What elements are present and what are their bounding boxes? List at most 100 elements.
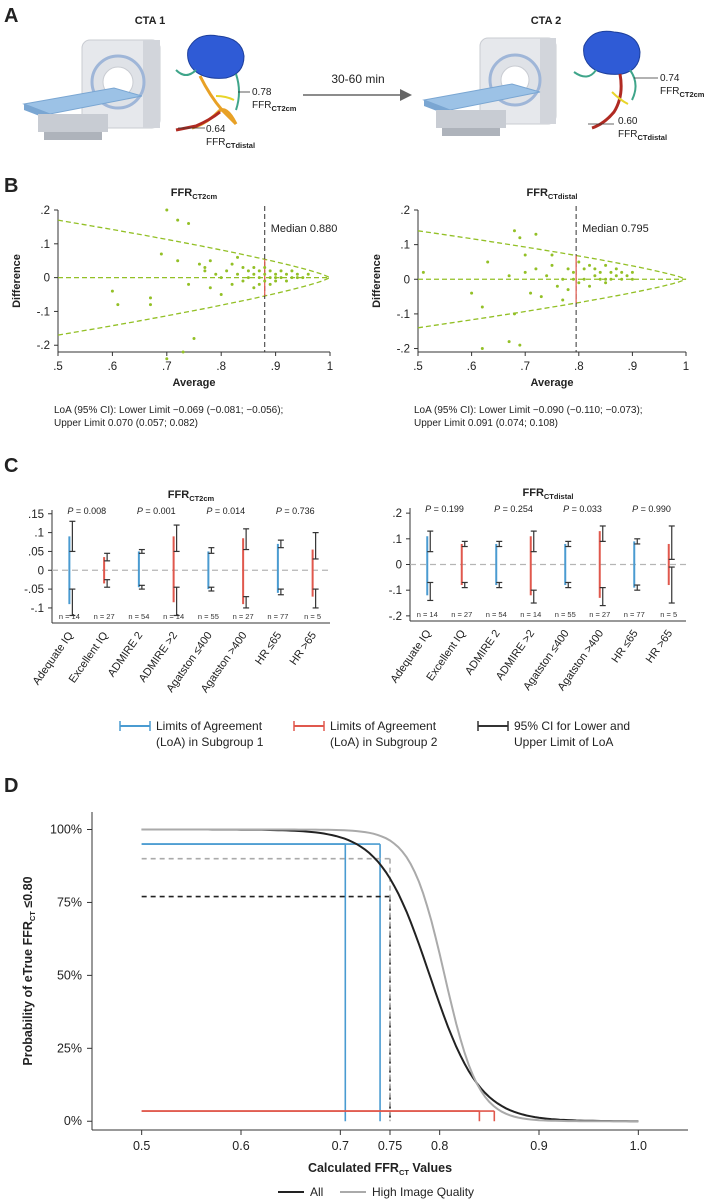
legend-subgroup1-line1: Limits of Agreement [156,719,263,733]
data-point [268,276,272,280]
data-point [534,267,538,271]
probability-curve-plot: 0% 25% 50% 75% 100% 0.5 0.6 0.7 0.75 0.8 0.9 1.0 Cal… [21,812,688,1177]
data-point [609,277,613,281]
y-tick-label: .1 [392,534,402,546]
y-axis-label: Difference [11,254,23,308]
p-value: = 0.008 [73,506,106,516]
p-value-label: P = 0.033 [563,504,602,514]
x-tick-label: 0.8 [431,1139,448,1153]
plot-title-sub: CTdistal [548,192,578,201]
y-tick-label: 0 [396,560,402,572]
data-point [208,286,212,290]
p-value: = 0.001 [143,506,176,516]
panel-a-letter: A [4,5,18,27]
data-point [561,298,565,302]
y-tick-label: 50% [57,968,82,982]
cta1-lab2: FFRCTdistal [206,137,255,150]
data-point [148,303,152,307]
loa-subgroup-plot-ffrct2cm: FFRCT2cm.15.1.050-.05-.1P = 0.008 P = 0.0… [24,489,330,695]
cta2-lab2: FFRCTdistal [618,129,667,142]
data-point [263,279,267,283]
data-point [550,253,554,257]
n-label: n = 54 [486,610,507,619]
x-tick-label: .9 [628,361,638,373]
data-point [512,312,516,316]
category-label: HR ≤65 [610,628,641,665]
data-point [214,272,218,276]
data-point [268,269,272,273]
data-point [295,272,299,276]
data-point [181,350,185,354]
data-point [582,277,586,281]
data-point [279,269,283,273]
y-tick-label: .1 [400,240,410,252]
cta2-val2: 0.60 [618,116,638,127]
n-label: n = 54 [128,612,149,621]
data-point [421,270,425,274]
y-tick-label: 75% [57,895,82,909]
data-point [630,277,634,281]
y-tick-label: -.1 [37,306,50,318]
n-label: n = 77 [267,612,288,621]
data-point [604,277,608,281]
cta2-val1: 0.74 [660,73,680,84]
data-point [593,274,597,278]
curve-high-image-quality [141,828,639,1123]
p-value: = 0.254 [500,504,533,514]
plot-title-sub: CT2cm [192,192,217,201]
y-axis-label-part: Probability of eTrue FFR [21,921,35,1065]
data-point [241,265,245,269]
x-tick-label: .7 [520,361,530,373]
plot-title-sub: CTdistal [544,492,574,501]
data-point [545,274,549,278]
x-tick-label: .6 [467,361,477,373]
data-point [561,277,565,281]
data-point [252,272,256,276]
data-point [263,265,267,269]
y-axis-label-part: ≤0.80 [21,876,35,911]
data-point [523,270,527,274]
category-label: HR >65 [644,628,675,666]
data-point [598,270,602,274]
y-tick-label: .05 [28,546,44,558]
data-point [203,269,207,273]
data-point [176,259,180,263]
p-value: = 0.736 [282,506,315,516]
y-axis-label: Difference [371,254,383,308]
y-tick-label: 0% [64,1114,82,1128]
y-tick-label: 0 [404,274,410,286]
data-point [486,260,490,264]
data-point [470,291,474,295]
y-tick-label: -.1 [31,603,44,615]
data-point [279,276,283,280]
cta1-title: CTA 1 [135,15,166,27]
data-point [566,267,570,271]
cta1-val2: 0.64 [206,124,226,135]
data-point [192,336,196,340]
cta1-val1: 0.78 [252,87,272,98]
x-tick-label: 0.9 [530,1139,547,1153]
cta2-lab1: FFRCT2cm [660,86,704,99]
y-tick-label: 0 [38,565,44,577]
median-label: Median 0.880 [271,223,338,235]
x-axis-label-part: CT [399,1168,409,1177]
data-point [577,281,581,285]
y-tick-label: 0 [44,273,50,285]
panel-d-legend: All High Image Quality [278,1185,474,1199]
data-point [148,296,152,300]
data-point [507,340,511,344]
data-point [555,284,559,288]
data-point [230,262,234,266]
p-symbol: P [425,504,431,514]
data-point [598,277,602,281]
loa-right-line1: LoA (95% CI): Lower Limit −0.090 (−0.110… [414,405,643,416]
n-label: n = 27 [451,610,472,619]
p-value: = 0.033 [569,504,602,514]
data-point [219,276,223,280]
x-tick-label: 0.6 [232,1139,249,1153]
data-point [187,282,191,286]
data-point [295,276,299,280]
data-point [620,277,624,281]
data-point [257,269,261,273]
